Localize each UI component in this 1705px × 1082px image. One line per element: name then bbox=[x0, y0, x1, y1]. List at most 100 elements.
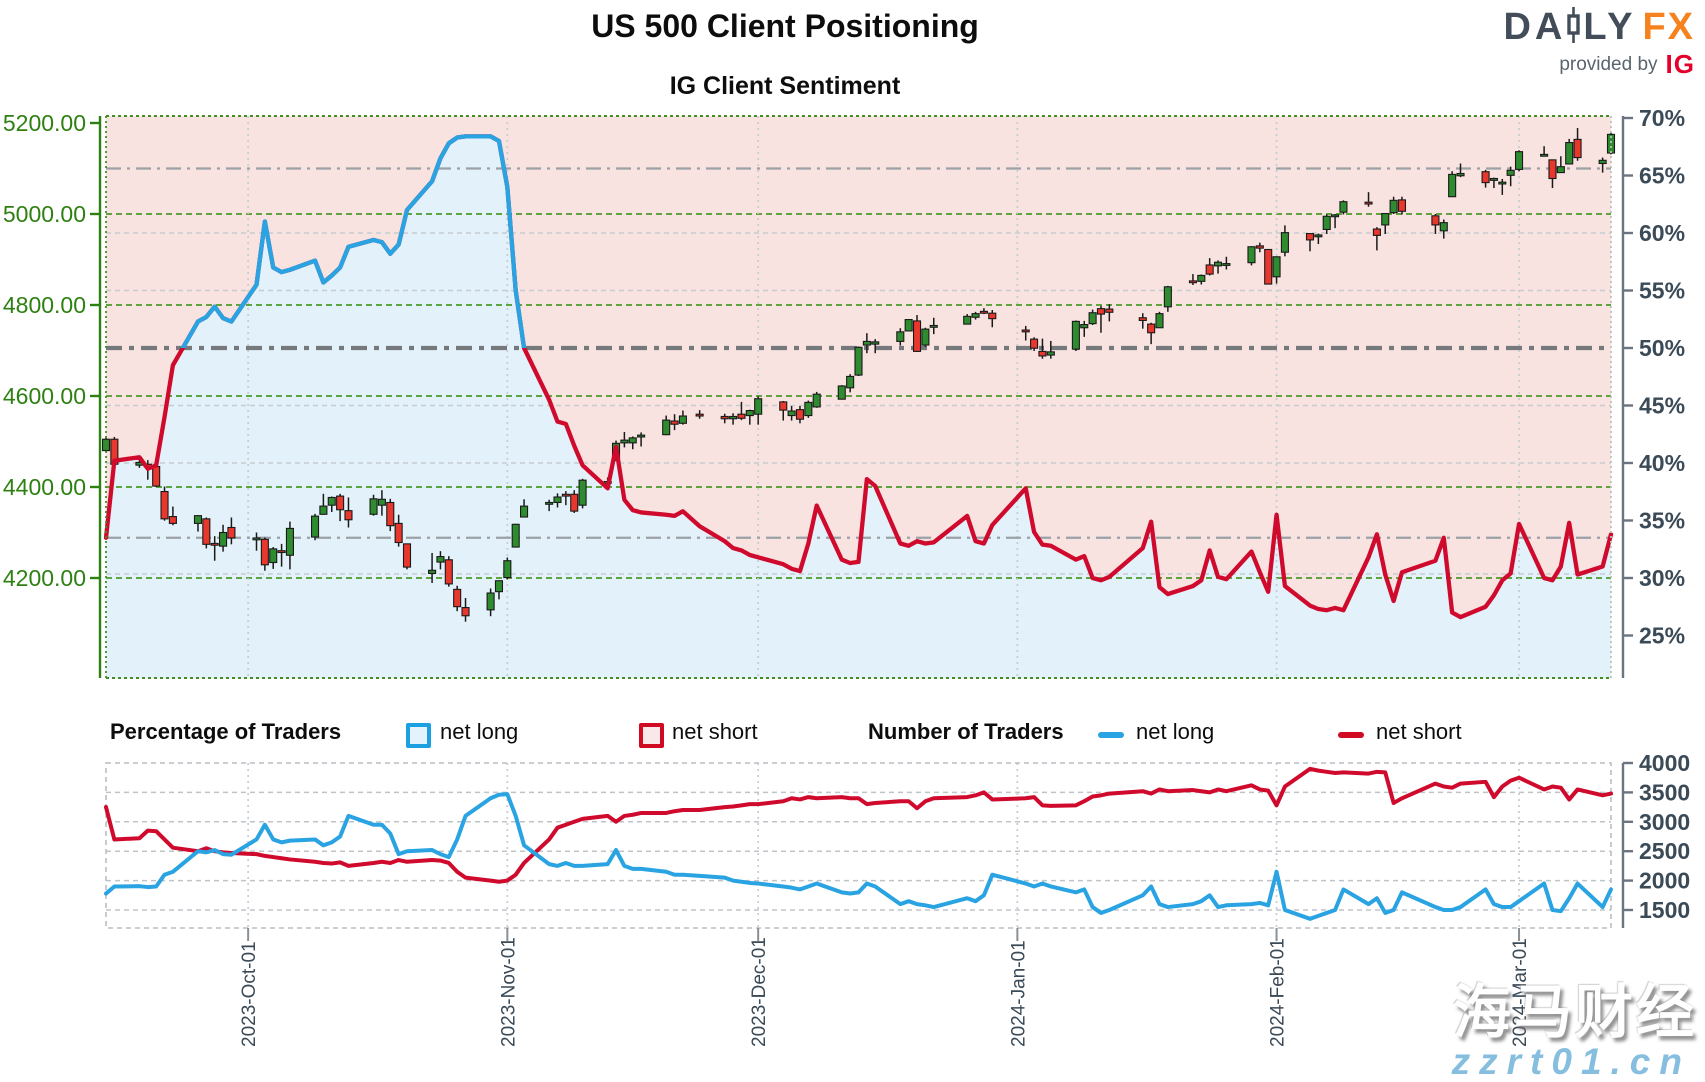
candle-body bbox=[1138, 317, 1147, 322]
chart-legend: Percentage of Traders net long net short… bbox=[0, 719, 1705, 755]
percent-tick-label: 50% bbox=[1639, 335, 1685, 361]
candle-body bbox=[1397, 199, 1407, 212]
candle-body bbox=[737, 413, 746, 419]
candle-body bbox=[871, 341, 880, 345]
candle-body bbox=[695, 413, 704, 417]
date-tick-label: 2024-Mar-01 bbox=[1510, 938, 1531, 1047]
candle-body bbox=[319, 505, 328, 515]
candle-body bbox=[1598, 159, 1607, 165]
date-tick-label: 2024-Jan-01 bbox=[1008, 940, 1029, 1047]
legend-group-percentage-of-traders: Percentage of Traders bbox=[110, 719, 342, 744]
candle-body bbox=[787, 410, 796, 417]
price-tick-label: 4200.00 bbox=[3, 565, 86, 591]
candle-body bbox=[1155, 313, 1164, 329]
candle-body bbox=[327, 496, 336, 506]
candle-body bbox=[168, 516, 177, 524]
traders-net-short-line bbox=[104, 766, 1613, 884]
candle-body bbox=[678, 415, 687, 424]
candle-body bbox=[1247, 246, 1256, 264]
candle-body bbox=[285, 527, 294, 556]
price-tick-label: 5200.00 bbox=[3, 110, 86, 136]
candle-body bbox=[344, 510, 353, 521]
candle-body bbox=[637, 434, 646, 438]
candle-body bbox=[1272, 256, 1281, 278]
candle-body bbox=[1264, 248, 1273, 285]
price-tick-label: 4800.00 bbox=[3, 292, 86, 318]
candle-body bbox=[520, 505, 529, 518]
candle-body bbox=[1188, 280, 1197, 284]
net-short-area-swatch bbox=[639, 723, 664, 748]
count-tick-label: 2000 bbox=[1639, 868, 1690, 894]
legend-num-net-long-label: net long bbox=[1136, 719, 1215, 744]
candle-body bbox=[152, 465, 161, 487]
candle-body bbox=[1205, 264, 1214, 275]
candle-body bbox=[1280, 232, 1289, 253]
candle-body bbox=[670, 420, 679, 425]
candle-body bbox=[269, 548, 278, 564]
candle-body bbox=[394, 522, 403, 544]
date-axis: 2023-Oct-01 2023-Nov-01 2023-Dec-01 2024-Ja… bbox=[239, 928, 1531, 1047]
candle-body bbox=[896, 331, 905, 342]
provided-by-row: provided by IG bbox=[1503, 49, 1695, 80]
percent-tick-label: 30% bbox=[1639, 565, 1685, 591]
candle-body bbox=[1197, 274, 1206, 282]
candle-body bbox=[929, 324, 938, 328]
candle-body bbox=[854, 346, 863, 376]
candle-body bbox=[101, 438, 111, 452]
candle-body bbox=[620, 439, 629, 444]
candle-body bbox=[921, 328, 930, 346]
percent-tick-label: 60% bbox=[1639, 220, 1685, 246]
candle-body bbox=[1481, 171, 1490, 184]
candle-body bbox=[1565, 142, 1574, 165]
candle-body bbox=[369, 498, 378, 515]
price-tick-label: 5000.00 bbox=[3, 201, 86, 227]
candle-body bbox=[804, 401, 813, 417]
candle-body bbox=[1331, 214, 1340, 218]
main-chart-border bbox=[105, 115, 1612, 679]
date-tick-label: 2024-Feb-01 bbox=[1268, 938, 1289, 1047]
candle-body bbox=[1498, 181, 1507, 185]
candle-body bbox=[1322, 215, 1331, 231]
candle-body bbox=[494, 580, 504, 593]
candle-body bbox=[511, 523, 520, 548]
candle-body bbox=[1573, 138, 1582, 159]
percent-tick-label: 55% bbox=[1639, 278, 1685, 304]
page-title: US 500 Client Positioning bbox=[591, 8, 979, 44]
candle-body bbox=[1372, 228, 1381, 236]
candle-body bbox=[904, 319, 913, 332]
price-axis-left: 5200.00 5000.00 4800.00 4600.00 4400.00 4200.… bbox=[3, 110, 102, 678]
candle-body bbox=[336, 495, 345, 511]
candlestick-icon bbox=[1567, 7, 1581, 48]
legend-num-net-short-label: net short bbox=[1376, 719, 1462, 744]
candle-body bbox=[779, 401, 788, 411]
candle-body bbox=[1314, 234, 1323, 238]
percent-axis-right: 70% 65% 60% 55% 50% 45% 40% 35% 30% 25% bbox=[1621, 105, 1685, 678]
candle-body bbox=[1021, 329, 1030, 333]
candle-body bbox=[1030, 338, 1039, 349]
sentiment-line bbox=[103, 134, 1614, 620]
percent-tick-label: 45% bbox=[1639, 393, 1685, 419]
date-tick-label: 2023-Oct-01 bbox=[239, 941, 260, 1047]
candle-body bbox=[210, 542, 219, 546]
candle-body bbox=[862, 340, 871, 346]
page-subtitle: IG Client Sentiment bbox=[669, 72, 901, 100]
traders-chart-border bbox=[105, 762, 1612, 929]
provided-by-text: provided by bbox=[1559, 53, 1658, 75]
traders-axis-right: 4000 3500 3000 2500 2000 1500 bbox=[1621, 750, 1690, 928]
candle-body bbox=[402, 543, 412, 568]
legend-group-number-of-traders: Number of Traders bbox=[868, 719, 1064, 744]
candle-body bbox=[979, 310, 988, 314]
candle-body bbox=[193, 515, 203, 524]
candle-body bbox=[578, 479, 587, 506]
count-tick-label: 3000 bbox=[1639, 809, 1690, 835]
candle-body bbox=[1364, 201, 1373, 205]
candle-body bbox=[795, 409, 805, 420]
net-long-area bbox=[106, 136, 1611, 678]
count-tick-label: 3500 bbox=[1639, 779, 1690, 805]
reference-lines bbox=[106, 167, 1611, 539]
candle-body bbox=[561, 493, 570, 497]
date-tick-label: 2023-Dec-01 bbox=[749, 937, 770, 1047]
candle-body bbox=[160, 490, 169, 520]
net-short-line-swatch bbox=[1338, 732, 1364, 738]
